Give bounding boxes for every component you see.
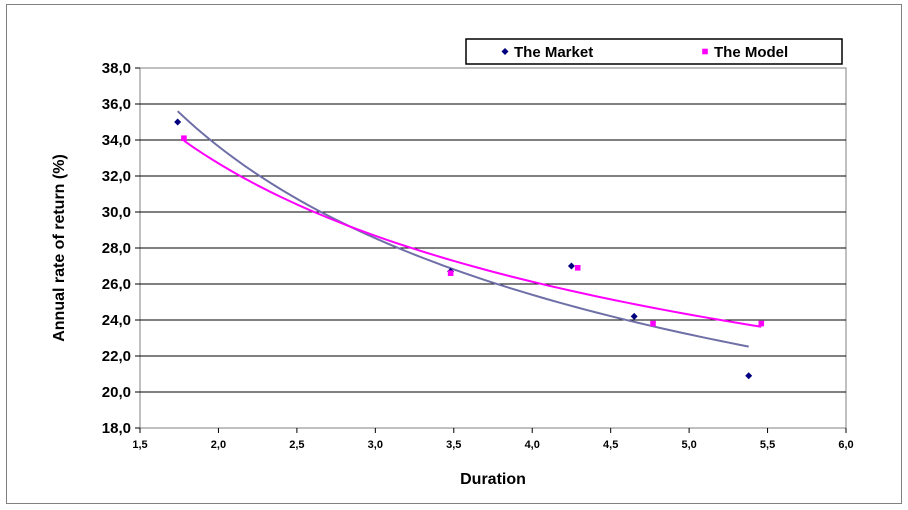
y-tick-label: 18,0 — [102, 420, 131, 437]
x-tick-label: 5,5 — [760, 439, 775, 451]
y-tick-label: 28,0 — [102, 240, 131, 257]
x-tick-labels: 1,5 2,0 2,5 3,0 3,5 4,0 4,5 5,0 5,5 6,0 — [132, 439, 853, 451]
y-tick-label: 38,0 — [102, 60, 131, 77]
data-point-series-1 — [447, 270, 454, 276]
legend-label-1: The Model — [714, 44, 788, 61]
data-point-series-1 — [574, 265, 581, 271]
x-tick-label: 2,0 — [211, 439, 226, 451]
x-tick-label: 5,0 — [681, 439, 696, 451]
data-point-series-0 — [630, 312, 638, 320]
y-tick-labels: 18,0 20,0 22,0 24,0 26,0 28,0 30,0 32,0 34,0 36,0… — [102, 60, 131, 437]
data-point-series-0 — [745, 372, 753, 380]
y-tick-label: 36,0 — [102, 96, 131, 113]
x-tick-label: 2,5 — [289, 439, 304, 451]
data-point-series-0 — [567, 262, 575, 270]
y-tick-label: 30,0 — [102, 204, 131, 221]
data-point-series-0 — [174, 118, 182, 126]
legend-marker-0 — [501, 48, 509, 55]
trendline-series-1 — [183, 139, 762, 328]
trendlines — [176, 110, 762, 348]
y-tick-label: 22,0 — [102, 348, 131, 365]
trendline-series-0 — [176, 110, 749, 348]
y-tick-label: 20,0 — [102, 384, 131, 401]
x-tick-label: 4,0 — [525, 439, 540, 451]
legend-marker-1 — [702, 48, 708, 55]
data-point-series-1 — [650, 320, 656, 327]
data-point-series-1 — [758, 320, 765, 327]
x-tick-label: 4,5 — [603, 439, 618, 451]
y-tick-label: 32,0 — [102, 168, 131, 185]
y-tick-label: 24,0 — [102, 312, 131, 329]
gridlines — [135, 67, 847, 433]
x-tick-label: 6,0 — [838, 439, 853, 451]
legend-label-0: The Market — [514, 44, 593, 61]
legend: The Market The Model — [465, 38, 843, 65]
x-tick-label: 3,0 — [368, 439, 383, 451]
x-tick-label: 1,5 — [132, 439, 147, 451]
y-tick-label: 34,0 — [102, 132, 131, 149]
data-points — [174, 118, 765, 380]
x-axis-title: Duration — [460, 471, 526, 488]
data-point-series-1 — [181, 135, 187, 141]
x-tick-label: 3,5 — [446, 439, 461, 451]
legend-box — [465, 38, 843, 65]
y-axis-title: Annual rate of return (%) — [51, 154, 68, 342]
y-tick-label: 26,0 — [102, 276, 131, 293]
